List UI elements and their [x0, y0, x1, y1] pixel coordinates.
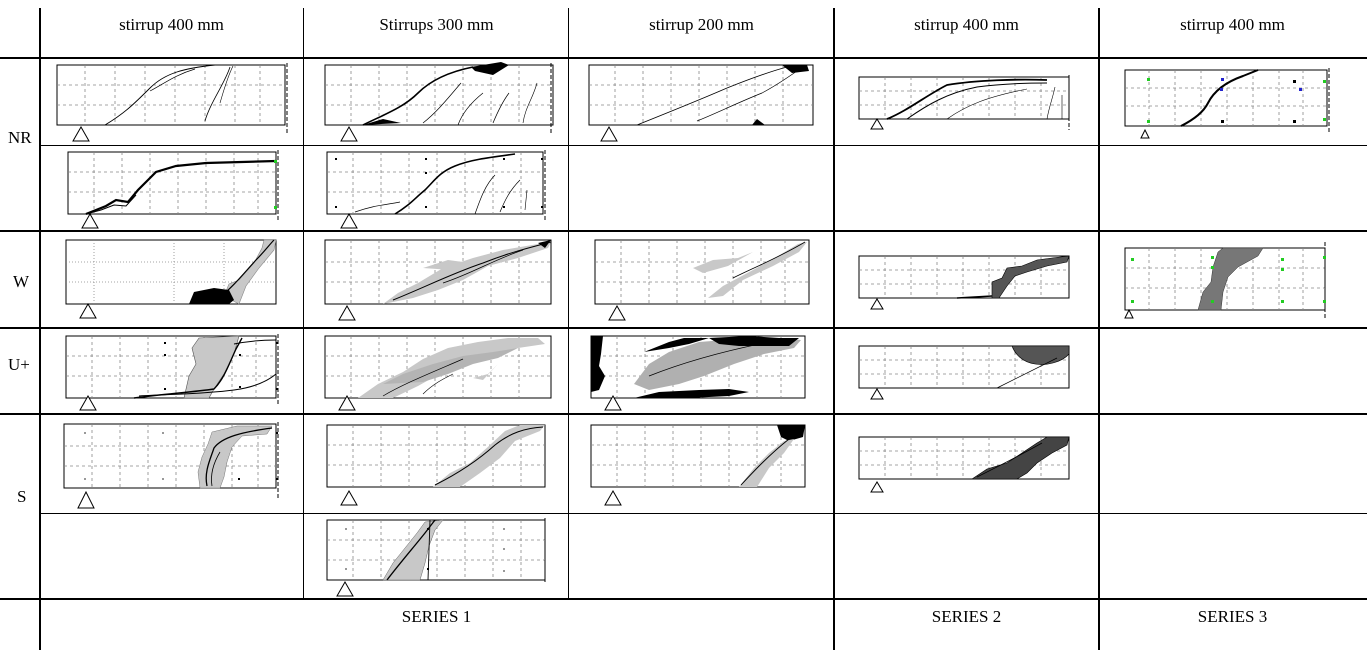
column-header-2: Stirrups 300 mm — [379, 15, 494, 34]
column-header-3: stirrup 200 mm — [649, 15, 754, 34]
table-line — [40, 513, 1367, 514]
beam-crack-diagram — [324, 239, 552, 321]
row-label-s: S — [17, 487, 27, 506]
beam-crack-diagram — [858, 345, 1070, 400]
series-label-1: SERIES 1 — [401, 607, 472, 626]
beam-crack-diagram — [858, 436, 1070, 493]
beam-crack-diagram — [56, 63, 288, 142]
beam-crack-diagram — [326, 518, 546, 597]
table-line — [0, 598, 1367, 600]
beam-crack-diagram — [63, 422, 279, 509]
beam-crack-diagram — [1124, 242, 1326, 319]
row-label-w: W — [13, 272, 30, 291]
beam-crack-diagram — [590, 335, 806, 411]
beam-crack-diagram — [1124, 68, 1330, 139]
beam-crack-diagram — [326, 150, 546, 229]
table-line — [40, 145, 1367, 146]
beam-crack-diagram — [324, 62, 554, 142]
table-line — [0, 230, 1367, 232]
table-line — [0, 327, 1367, 329]
table-line — [0, 57, 1367, 59]
beam-crack-diagram — [588, 64, 814, 142]
beam-crack-diagram — [858, 75, 1070, 130]
column-header-4: stirrup 400 mm — [914, 15, 1019, 34]
beam-crack-diagram — [594, 239, 810, 321]
beam-crack-diagram — [326, 424, 546, 506]
beam-crack-diagram — [65, 334, 279, 411]
table-line — [0, 413, 1367, 415]
table-line — [568, 8, 569, 598]
row-label-nr: NR — [8, 128, 32, 147]
column-header-5: stirrup 400 mm — [1180, 15, 1285, 34]
table-line — [39, 8, 41, 650]
beam-crack-diagram — [858, 255, 1070, 310]
table-line — [833, 8, 835, 650]
beam-crack-diagram — [67, 150, 279, 229]
series-label-3: SERIES 3 — [1197, 607, 1268, 626]
column-header-1: stirrup 400 mm — [119, 15, 224, 34]
beam-crack-diagram — [590, 424, 806, 506]
beam-crack-diagram — [324, 335, 552, 411]
series-label-2: SERIES 2 — [931, 607, 1002, 626]
row-label-uplus: U+ — [8, 355, 30, 374]
beam-crack-diagram — [65, 239, 277, 319]
table-line — [303, 8, 304, 598]
table-line — [1098, 8, 1100, 650]
